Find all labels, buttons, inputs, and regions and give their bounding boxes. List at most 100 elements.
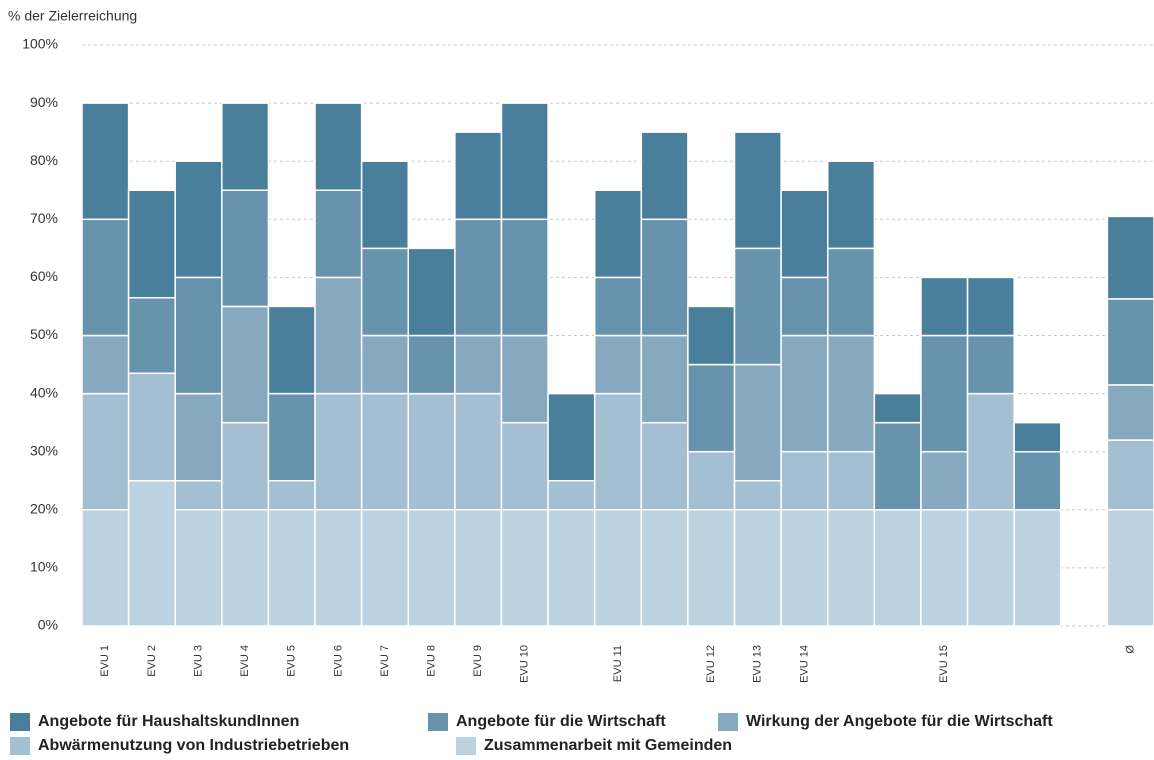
y-tick-label: 10% <box>30 559 58 575</box>
bar-segment <box>780 450 829 511</box>
bar-segment <box>221 102 270 191</box>
y-tick-label: 0% <box>38 617 58 633</box>
legend-swatch <box>10 737 30 755</box>
y-tick-label: 60% <box>30 268 58 284</box>
bar-segment <box>873 421 922 511</box>
legend-label: Angebote für die Wirtschaft <box>456 713 666 730</box>
bar-segment <box>360 392 410 511</box>
x-tick-label: EVU 4 <box>239 645 251 677</box>
x-tick-label: EVU 3 <box>192 645 204 677</box>
y-tick-label: 30% <box>30 442 58 458</box>
bar-segment <box>1106 439 1154 511</box>
bar-segment <box>593 509 643 627</box>
bar-segment <box>1013 450 1062 511</box>
bar-segment <box>174 392 223 482</box>
bar-segment <box>360 509 410 627</box>
bar-segment <box>360 334 410 395</box>
bar-segment <box>1106 215 1154 300</box>
bar-segment <box>267 509 316 627</box>
bar-segment <box>500 334 549 424</box>
bar-segment <box>640 509 689 627</box>
y-tick-label: 90% <box>30 94 58 110</box>
bar-segment <box>314 392 363 511</box>
bar-segment <box>920 450 969 511</box>
bar-segment <box>640 421 689 511</box>
legend-label: Wirkung der Angebote für die Wirtschaft <box>746 713 1053 730</box>
x-tick-label: EVU 13 <box>752 645 764 683</box>
x-tick-label: EVU 14 <box>798 645 810 683</box>
bar-segment <box>873 392 922 424</box>
bar-segment <box>733 247 782 366</box>
bar-segment <box>267 392 316 482</box>
x-tick-label: EVU 9 <box>472 645 484 677</box>
bar-segment <box>920 509 969 627</box>
bar-segment <box>780 189 829 279</box>
legend-swatch <box>718 713 738 731</box>
bar-segment <box>221 421 270 511</box>
bar-segment <box>733 509 782 627</box>
x-tick-label: EVU 6 <box>332 645 344 677</box>
x-tick-label: EVU 10 <box>519 645 531 683</box>
bar-segment <box>81 392 130 511</box>
bar-segment <box>640 334 689 424</box>
y-tick-label: 20% <box>30 501 58 517</box>
bar-segment <box>826 160 876 250</box>
x-tick-label: EVU 2 <box>146 645 158 677</box>
legend-label: Abwärmenutzung von Industriebetrieben <box>38 737 349 754</box>
legend-label: Zusammenarbeit mit Gemeinden <box>484 737 732 754</box>
legend-swatch <box>456 737 476 755</box>
bar-segment <box>593 392 643 511</box>
x-tick-label: Ø <box>1125 645 1137 654</box>
bar-segment <box>314 509 363 627</box>
bar-segment <box>360 247 410 337</box>
y-tick-label: 50% <box>30 326 58 342</box>
y-tick-label: 40% <box>30 384 58 400</box>
bar-segment <box>174 480 223 511</box>
x-tick-label: EVU 1 <box>99 645 111 677</box>
bar-segment <box>407 392 456 511</box>
bar-segment <box>547 392 596 482</box>
y-tick-label: 80% <box>30 152 58 168</box>
bar-segment <box>547 509 596 627</box>
bar-segment <box>407 509 456 627</box>
bar-segment <box>314 276 363 395</box>
bar-segment <box>454 392 503 511</box>
bar-segment <box>1013 421 1062 453</box>
bar-segment <box>966 276 1015 337</box>
bar-segment <box>966 334 1015 395</box>
bar-segment <box>920 334 969 453</box>
x-tick-label: EVU 7 <box>379 645 391 677</box>
bar-segment <box>174 160 223 279</box>
x-tick-label: EVU 12 <box>705 645 717 683</box>
bar-segment <box>314 102 363 191</box>
bar-segment <box>221 509 270 627</box>
bar-segment <box>454 509 503 627</box>
bar-segment <box>733 131 782 250</box>
bar-segment <box>81 509 130 627</box>
bar-segment <box>687 363 736 453</box>
bar-segment <box>780 509 829 627</box>
bar-segment <box>1106 298 1154 386</box>
legend-swatch <box>428 713 448 731</box>
bar-segment <box>593 189 643 279</box>
bar-segment <box>1106 509 1154 627</box>
legend-label: Angebote für HaushaltskundInnen <box>38 713 299 730</box>
bar-segment <box>360 160 410 250</box>
bar-segment <box>873 509 922 627</box>
bar-segment <box>1106 384 1154 441</box>
bar-segment <box>733 363 782 482</box>
bar-segment <box>267 480 316 511</box>
bar-segment <box>593 334 643 395</box>
bar-segment <box>454 218 503 337</box>
bar-segment <box>314 189 363 279</box>
bar-segment <box>81 334 130 395</box>
bar-segment <box>81 218 130 337</box>
bar-segment <box>267 305 316 395</box>
bar-segment <box>500 102 549 221</box>
x-tick-label: EVU 5 <box>286 645 298 677</box>
bar-segment <box>127 480 176 627</box>
bar-segment <box>127 372 176 482</box>
bar-segment <box>687 509 736 627</box>
bar-segment <box>826 334 876 453</box>
